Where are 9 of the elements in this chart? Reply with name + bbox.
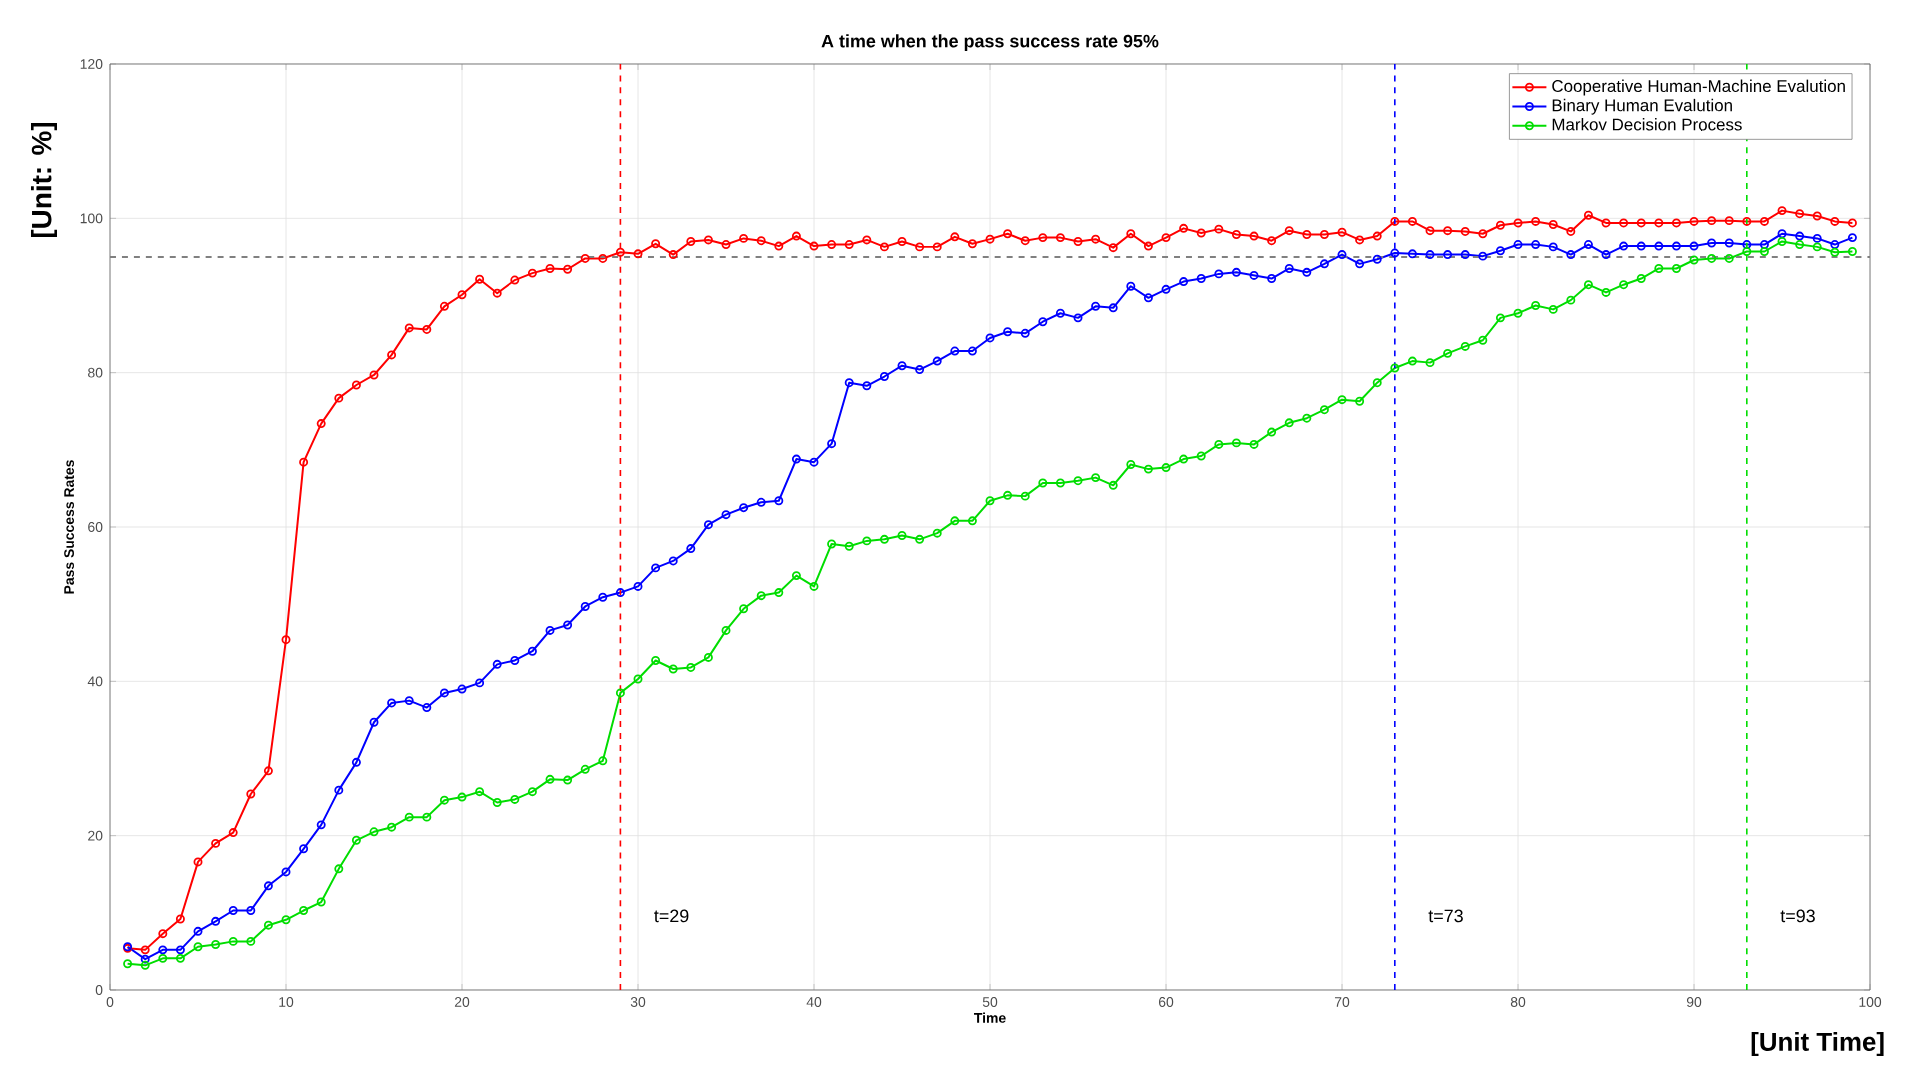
chart-title: A time when the pass success rate 95%: [821, 34, 1159, 51]
text: [Unit Time]: [1751, 1031, 1884, 1057]
ref-line-label: t=93: [1780, 909, 1815, 923]
ref-line-label: t=73: [1428, 909, 1463, 923]
legend-label: Cooperative Human-Machine Evalution: [1552, 79, 1845, 96]
legend-label: Markov Decision Process: [1552, 118, 1742, 131]
text: [Unit: %]: [30, 122, 57, 238]
legend-label: Binary Human Evalution: [1552, 98, 1732, 115]
ref-line-label: t=29: [654, 909, 689, 923]
